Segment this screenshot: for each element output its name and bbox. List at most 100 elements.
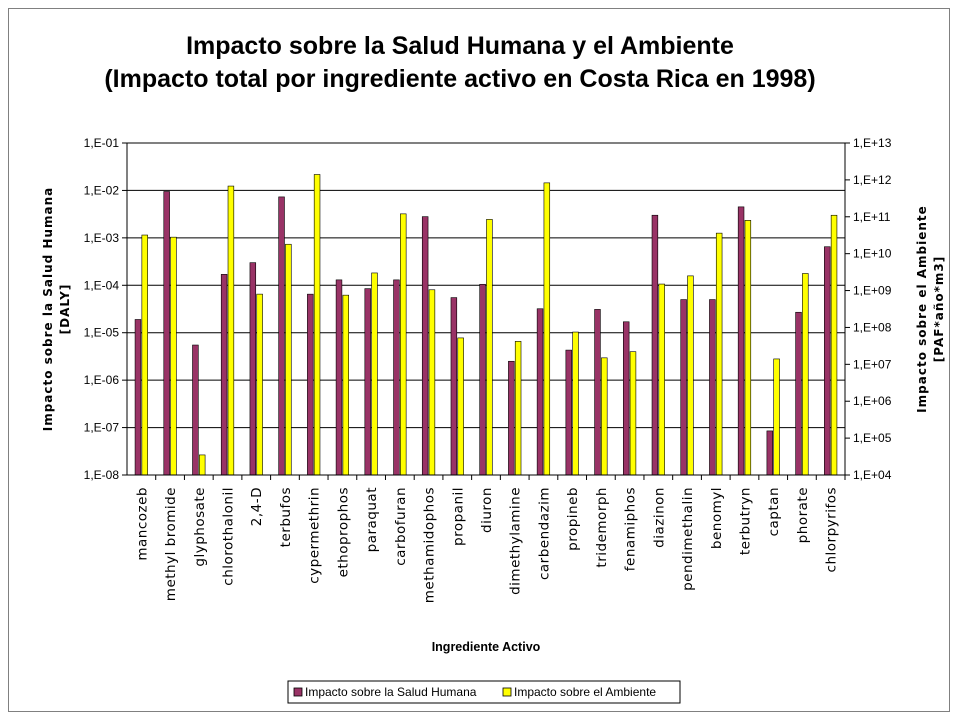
category-label: methyl bromide: [163, 487, 179, 601]
category-label: propineb: [565, 487, 581, 551]
bar-salud: [249, 262, 257, 476]
right-axis-ticks: 1,E+04 1,E+05 1,E+06 1,E+07 1,E+08 1,E+09 1,E+…: [845, 136, 892, 482]
category-label: terbufos: [278, 487, 294, 547]
right-tick-label: 1,E+11: [853, 210, 891, 224]
bar-ambiente: [687, 275, 694, 476]
bar-salud: [536, 308, 544, 476]
bar-ambiente: [256, 293, 263, 476]
category-label: terbutryn: [737, 487, 753, 555]
plot-border: [126, 142, 846, 476]
left-tick-label: 1,E-05: [84, 326, 120, 340]
bar-ambiente: [629, 351, 637, 476]
bar-salud: [421, 216, 429, 476]
bar-ambiente: [830, 214, 838, 476]
bar-salud: [766, 430, 774, 476]
category-label: ethoprophos: [335, 487, 351, 577]
category-label: tridemorph: [594, 487, 610, 568]
category-label: chlorpyrifos: [824, 487, 840, 572]
bar-salud: [565, 349, 572, 476]
chart-area: Impacto sobre la Salud Humana y el Ambie…: [41, 32, 946, 704]
category-label: carbofuran: [393, 487, 409, 566]
category-label: captan: [766, 487, 782, 536]
category-label: cypermethrin: [307, 487, 323, 584]
bar-salud: [508, 360, 515, 476]
bar-ambiente: [744, 220, 752, 476]
bar-ambiente: [141, 234, 148, 476]
right-axis-title-line-2: [PAF*año*m3]: [932, 256, 946, 362]
category-label: paraquat: [364, 487, 380, 552]
bar-ambiente: [715, 232, 723, 476]
bar-ambiente: [601, 357, 608, 476]
gridlines: [127, 142, 845, 476]
bar-salud: [622, 321, 630, 476]
bar-salud: [594, 309, 601, 476]
right-tick-label: 1,E+12: [853, 173, 892, 187]
bar-ambiente: [457, 337, 464, 476]
bar-ambiente: [170, 236, 177, 476]
right-tick-label: 1,E+06: [853, 394, 892, 408]
left-tick-label: 1,E-01: [84, 136, 120, 150]
bar-ambiente: [802, 273, 809, 476]
bar-salud: [450, 297, 458, 476]
bar-salud: [192, 344, 199, 476]
bar-salud: [651, 214, 659, 476]
bar-ambiente: [572, 331, 579, 476]
bar-ambiente: [342, 294, 349, 476]
right-axis-title-line-1: Impacto sobre el Ambiente: [915, 205, 929, 413]
bar-ambiente: [199, 454, 206, 476]
category-label: methamidophos: [422, 487, 438, 603]
bar-salud: [335, 279, 343, 476]
bar-ambiente: [400, 213, 407, 476]
bars: [134, 174, 846, 480]
bar-ambiente: [543, 182, 551, 476]
bar-salud: [824, 246, 831, 476]
chart-frame: Impacto sobre la Salud Humana y el Ambie…: [8, 8, 950, 712]
bar-ambiente: [658, 283, 665, 476]
x-axis-title: Ingrediente Activo: [432, 640, 541, 654]
category-label: mancozeb: [134, 487, 150, 561]
left-tick-label: 1,E-07: [84, 421, 120, 435]
category-label: diuron: [479, 487, 495, 533]
bar-salud: [479, 283, 486, 476]
bar-ambiente: [227, 185, 235, 476]
category-label: pendimethalin: [680, 487, 696, 591]
category-label: 2,4-D: [249, 487, 265, 526]
bar-ambiente: [371, 272, 378, 476]
category-label: diazinon: [651, 487, 667, 548]
legend-label-ambiente: Impacto sobre el Ambiente: [514, 685, 656, 699]
bar-salud: [680, 299, 687, 476]
bar-salud: [163, 191, 170, 476]
legend-swatch-ambiente: [502, 687, 512, 697]
category-label: dimethylamine: [508, 487, 524, 595]
left-axis-title-line-2: [DALY]: [58, 284, 72, 335]
bar-ambiente: [514, 341, 522, 476]
bar-ambiente: [285, 243, 292, 476]
bar-ambiente: [486, 219, 493, 476]
legend-box: [287, 680, 681, 704]
bar-salud: [795, 311, 802, 476]
left-axis-title-line-1: Impacto sobre la Salud Humana: [41, 187, 55, 432]
left-tick-label: 1,E-04: [84, 278, 120, 292]
bar-salud: [709, 299, 716, 476]
bar-ambiente: [313, 174, 321, 476]
right-tick-label: 1,E+09: [853, 284, 892, 298]
bar-salud: [364, 288, 371, 476]
bar-salud: [737, 206, 745, 476]
right-tick-label: 1,E+08: [853, 320, 892, 334]
chart-title-line-2: (Impacto total por ingrediente activo en…: [104, 65, 815, 93]
right-tick-label: 1,E+04: [853, 468, 892, 482]
left-tick-label: 1,E-03: [84, 231, 120, 245]
right-tick-label: 1,E+05: [853, 431, 892, 445]
bar-salud: [134, 319, 142, 476]
category-label: chlorothalonil: [221, 487, 237, 586]
left-tick-label: 1,E-06: [84, 373, 120, 387]
left-axis-ticks: 1,E-08 1,E-07 1,E-06 1,E-05 1,E-04 1,E-03 1,E-…: [84, 136, 127, 482]
right-tick-label: 1,E+10: [853, 247, 892, 261]
bar-ambiente: [773, 358, 780, 476]
legend-label-salud: Impacto sobre la Salud Humana: [305, 685, 477, 699]
left-tick-label: 1,E-02: [84, 183, 120, 197]
category-label: propanil: [450, 487, 466, 546]
right-tick-label: 1,E+13: [853, 136, 892, 150]
legend-swatch-salud: [293, 687, 303, 697]
category-label: carbendazim: [536, 487, 552, 580]
